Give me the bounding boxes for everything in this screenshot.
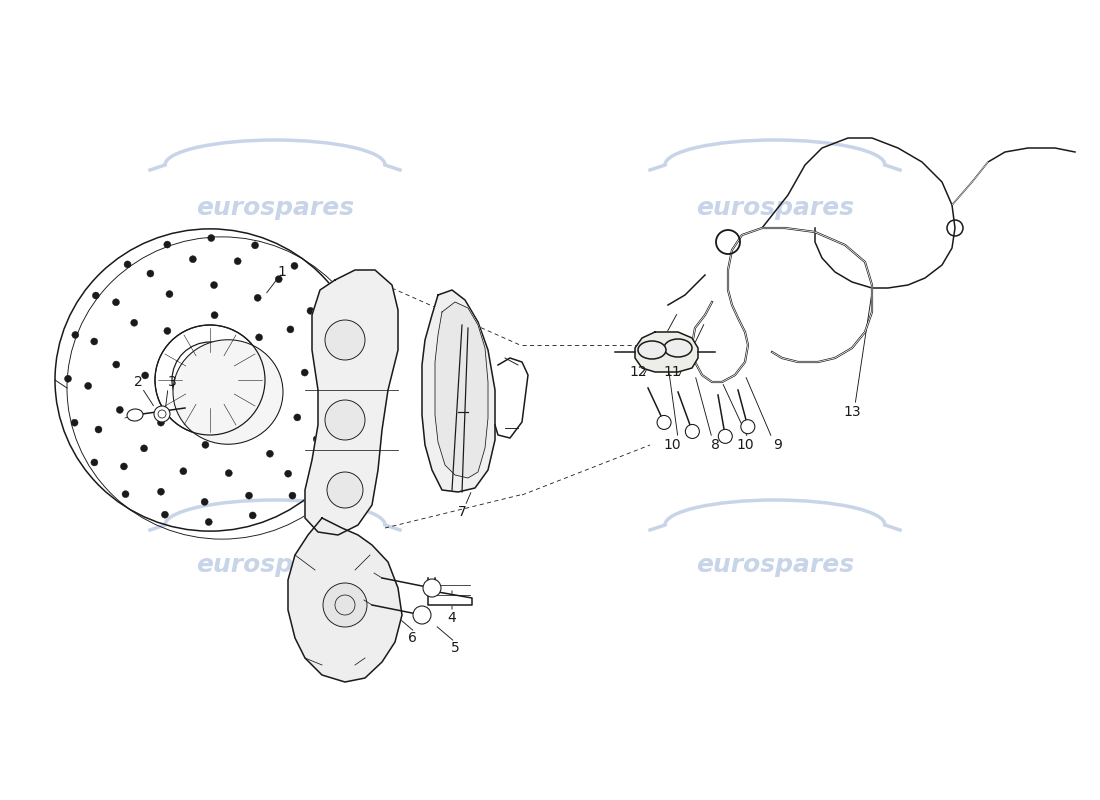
Circle shape (324, 320, 365, 360)
Circle shape (292, 262, 298, 270)
Circle shape (201, 498, 208, 506)
Circle shape (180, 468, 187, 474)
Circle shape (320, 461, 328, 468)
Circle shape (208, 234, 214, 242)
Circle shape (424, 579, 441, 597)
Circle shape (252, 242, 258, 249)
Circle shape (326, 348, 332, 355)
Circle shape (314, 436, 320, 442)
Text: 12: 12 (629, 365, 647, 379)
Polygon shape (635, 332, 698, 372)
Circle shape (210, 282, 218, 289)
Text: 6: 6 (408, 631, 417, 645)
Ellipse shape (126, 409, 143, 421)
Circle shape (92, 292, 99, 299)
Circle shape (301, 369, 308, 376)
Circle shape (349, 378, 355, 385)
Circle shape (245, 492, 253, 499)
Circle shape (285, 470, 292, 477)
Circle shape (85, 382, 91, 390)
Circle shape (324, 400, 365, 440)
Text: 8: 8 (711, 438, 719, 452)
Circle shape (202, 442, 209, 448)
Polygon shape (305, 270, 398, 535)
Circle shape (657, 415, 671, 430)
Circle shape (323, 583, 367, 627)
Circle shape (162, 511, 168, 518)
Ellipse shape (664, 339, 692, 357)
Circle shape (124, 261, 131, 268)
Circle shape (226, 470, 232, 477)
Circle shape (412, 606, 431, 624)
Polygon shape (428, 578, 472, 605)
Text: 2: 2 (133, 375, 142, 389)
Circle shape (141, 445, 147, 452)
Circle shape (91, 459, 98, 466)
Text: 13: 13 (844, 405, 861, 419)
Circle shape (307, 307, 314, 314)
Circle shape (287, 326, 294, 333)
Circle shape (164, 241, 170, 248)
Circle shape (157, 488, 165, 495)
Polygon shape (434, 302, 488, 478)
Polygon shape (422, 290, 495, 492)
Circle shape (166, 290, 173, 298)
Circle shape (142, 372, 148, 379)
Circle shape (122, 490, 129, 498)
Text: eurospares: eurospares (196, 553, 354, 577)
Text: 1: 1 (277, 265, 286, 279)
Circle shape (255, 334, 263, 341)
Circle shape (72, 419, 78, 426)
Circle shape (154, 406, 170, 422)
Circle shape (72, 331, 79, 338)
Text: 11: 11 (663, 365, 681, 379)
Circle shape (65, 375, 72, 382)
Text: 3: 3 (167, 375, 176, 389)
Circle shape (254, 294, 261, 302)
Circle shape (234, 258, 241, 265)
Circle shape (147, 270, 154, 277)
Text: eurospares: eurospares (696, 553, 854, 577)
Circle shape (718, 430, 733, 443)
Circle shape (327, 472, 363, 508)
Circle shape (206, 518, 212, 526)
Text: eurospares: eurospares (196, 196, 354, 220)
Text: 5: 5 (451, 641, 460, 655)
Text: eurospares: eurospares (696, 196, 854, 220)
Circle shape (131, 319, 138, 326)
Circle shape (117, 406, 123, 414)
Circle shape (250, 512, 256, 519)
Circle shape (275, 276, 283, 282)
Circle shape (95, 426, 102, 433)
Circle shape (328, 393, 334, 400)
Circle shape (685, 425, 700, 438)
Circle shape (266, 450, 274, 458)
Circle shape (90, 338, 98, 345)
Circle shape (341, 422, 349, 429)
Circle shape (342, 334, 349, 341)
Ellipse shape (173, 340, 283, 444)
Polygon shape (288, 518, 402, 682)
Circle shape (289, 492, 296, 499)
Text: 9: 9 (773, 438, 782, 452)
Circle shape (740, 420, 755, 434)
Text: 10: 10 (736, 438, 754, 452)
Circle shape (113, 361, 120, 368)
Circle shape (112, 298, 120, 306)
Circle shape (294, 414, 300, 421)
Circle shape (189, 256, 197, 262)
Circle shape (249, 426, 256, 433)
Circle shape (164, 327, 170, 334)
Circle shape (211, 312, 218, 318)
Ellipse shape (638, 341, 666, 359)
Circle shape (157, 419, 164, 426)
Circle shape (272, 381, 278, 388)
Text: 4: 4 (448, 611, 456, 625)
Circle shape (120, 463, 128, 470)
Text: 10: 10 (663, 438, 681, 452)
Text: 7: 7 (458, 505, 466, 519)
Circle shape (322, 294, 329, 301)
